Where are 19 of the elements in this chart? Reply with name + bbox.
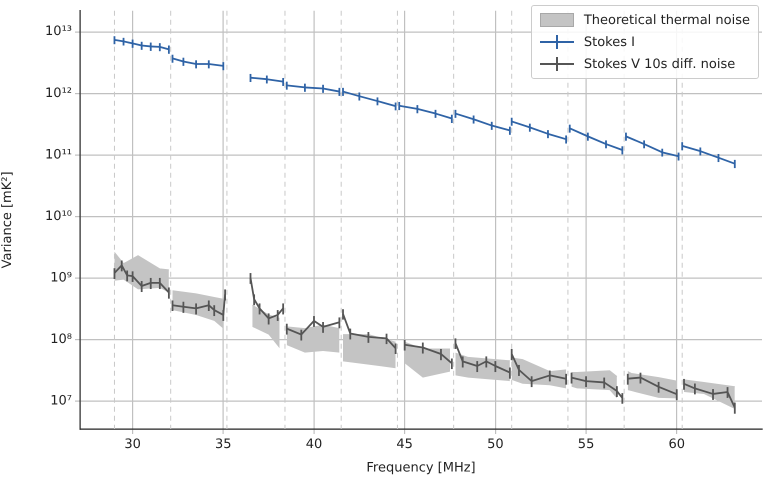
x-tick-label: 40 (306, 437, 322, 452)
y-axis-title: Variance [mK²] (0, 171, 16, 268)
y-tick-label: 10¹⁰ (45, 208, 72, 224)
y-tick-label: 10¹¹ (45, 147, 72, 162)
legend-label: Theoretical thermal noise (584, 12, 750, 28)
x-tick-label: 50 (487, 437, 504, 452)
x-axis-title: Frequency [MHz] (366, 460, 476, 476)
legend-label: Stokes I (584, 34, 635, 50)
y-tick-label: 10¹² (45, 86, 72, 101)
y-tick-label: 10⁷ (50, 393, 72, 408)
y-tick-label: 10⁸ (50, 332, 72, 347)
x-tick-label: 30 (124, 437, 141, 452)
x-tick-label: 35 (215, 437, 232, 452)
x-tick-label: 55 (578, 437, 594, 452)
y-tick-label: 10⁹ (50, 270, 72, 286)
x-tick-label: 60 (668, 437, 686, 452)
x-tick-label: 45 (396, 437, 413, 452)
legend-label: Stokes V 10s diff. noise (584, 56, 736, 72)
y-tick-label: 10¹³ (45, 24, 72, 40)
